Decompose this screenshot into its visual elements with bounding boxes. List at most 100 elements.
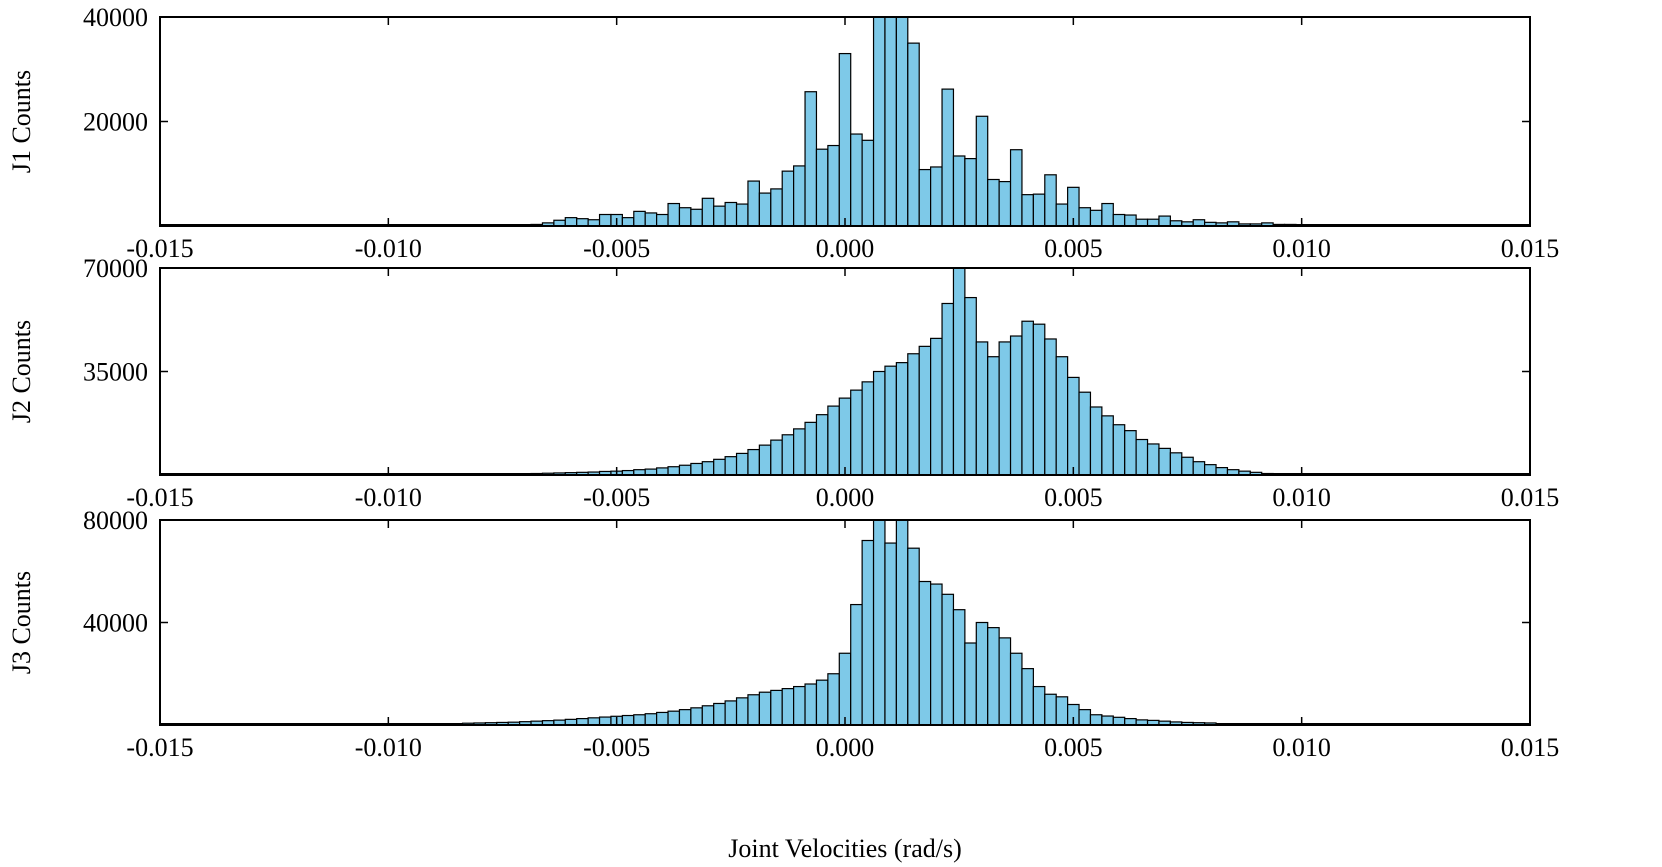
histogram-bar: [1215, 467, 1229, 476]
histogram-bar: [884, 16, 897, 227]
histogram-bar: [1089, 714, 1103, 726]
histogram-bar: [850, 603, 863, 726]
x-tick-label: 0.000: [816, 733, 875, 762]
histogram-bar: [770, 689, 783, 726]
histogram-bar: [827, 144, 840, 227]
histogram-bar: [1089, 209, 1103, 227]
histogram-bar: [975, 621, 989, 726]
histogram-bar: [1009, 149, 1023, 227]
histogram-bar: [952, 609, 966, 726]
y-tick-label: 35000: [83, 358, 148, 387]
histogram-bar: [1055, 696, 1069, 726]
x-tick-label: 0.015: [1501, 483, 1560, 512]
histogram-bar: [1124, 214, 1137, 227]
histogram-bar: [1009, 652, 1023, 726]
histogram-bar: [815, 148, 829, 227]
histogram-bar: [987, 627, 1000, 726]
histogram-bar: [964, 157, 977, 227]
histogram-bar: [1044, 693, 1057, 726]
x-tick-label: -0.015: [126, 733, 193, 762]
histogram-bar: [1032, 323, 1046, 476]
histogram-bar: [998, 180, 1012, 227]
histogram-bar: [850, 389, 863, 476]
x-tick-label: -0.005: [583, 483, 650, 512]
histogram-bar: [598, 716, 612, 726]
histogram-bar: [644, 713, 658, 726]
histogram-bar: [587, 717, 601, 726]
histogram-bar: [724, 201, 738, 227]
histogram-bar: [895, 362, 909, 476]
histogram-bar: [1055, 203, 1069, 227]
histogram-bar: [713, 458, 726, 476]
histogram-bar: [1032, 193, 1046, 227]
histogram-bar: [758, 691, 772, 726]
histogram-bar: [1021, 668, 1034, 726]
x-tick-label: 0.005: [1044, 733, 1103, 762]
histogram-bar: [1204, 464, 1217, 476]
histogram-bar: [713, 205, 726, 227]
histogram-bar: [793, 428, 806, 476]
histogram-bar: [1089, 406, 1103, 476]
histogram-bar: [861, 139, 875, 227]
histogram-bar: [656, 213, 669, 227]
histogram-bar: [1181, 456, 1194, 476]
y-tick-label: 80000: [83, 506, 148, 535]
histogram-bar: [1021, 320, 1034, 476]
histogram-bar: [758, 192, 772, 227]
histogram-bar: [735, 203, 749, 227]
histogram-bar: [895, 16, 909, 227]
x-tick-label: -0.005: [583, 733, 650, 762]
histogram-bar: [1009, 335, 1023, 476]
histogram-bar: [895, 519, 909, 726]
histogram-bar: [747, 448, 760, 476]
histogram-bar: [872, 519, 886, 726]
histogram-bar: [975, 115, 989, 227]
histogram-bar: [1112, 716, 1126, 726]
histogram-bar: [930, 166, 943, 227]
histogram-bar: [964, 642, 977, 726]
x-tick-label: 0.015: [1501, 733, 1560, 762]
histogram-bar: [770, 439, 783, 476]
histogram-bar: [656, 711, 669, 726]
histogram-bar: [656, 467, 669, 476]
histogram-bar: [1067, 376, 1080, 476]
histogram-bar: [918, 580, 932, 726]
y-tick-label: 40000: [83, 3, 148, 32]
histogram-bar: [827, 673, 840, 726]
histogram-bar: [1032, 685, 1046, 726]
histogram-bar: [735, 697, 749, 726]
histogram-bar: [793, 165, 806, 227]
histogram-bar: [667, 202, 681, 227]
panel-j2: -0.015 -0.010 -0.005 0.000 0.005 0.010 0.015 35…: [7, 254, 1559, 512]
histogram-bar: [975, 341, 989, 476]
histogram-bar: [815, 414, 829, 476]
histogram-bar: [872, 370, 886, 476]
histogram-bar: [918, 168, 932, 227]
histogram-bar: [747, 180, 760, 227]
histogram-bar: [1124, 430, 1137, 476]
y-tick-label: 20000: [83, 108, 148, 137]
histogram-bar: [907, 547, 920, 726]
histogram-bar: [633, 714, 646, 726]
histogram-bar: [952, 267, 966, 476]
histogram-bar: [667, 466, 681, 476]
histogram-bar: [907, 42, 920, 227]
histogram-bar: [918, 345, 932, 476]
histogram-bar: [747, 694, 760, 726]
x-tick-label: -0.015: [126, 234, 193, 263]
panel-j3: -0.015 -0.010 -0.005 0.000 0.005 0.010 0.015 40…: [7, 506, 1559, 762]
histogram-bar: [998, 341, 1012, 476]
histogram-bar: [1101, 202, 1114, 227]
histogram-bar: [1101, 415, 1114, 476]
histogram-bar: [1112, 424, 1126, 476]
histogram-bar: [598, 213, 612, 227]
histogram-bar: [621, 714, 635, 726]
histogram-bar: [1169, 452, 1183, 476]
histogram-bar: [838, 652, 852, 726]
histogram-bar: [701, 461, 715, 476]
x-tick-label: -0.010: [355, 234, 422, 263]
y-axis-label: J2 Counts: [7, 320, 36, 423]
histogram-bar: [964, 296, 977, 476]
histogram-bar: [838, 52, 852, 227]
